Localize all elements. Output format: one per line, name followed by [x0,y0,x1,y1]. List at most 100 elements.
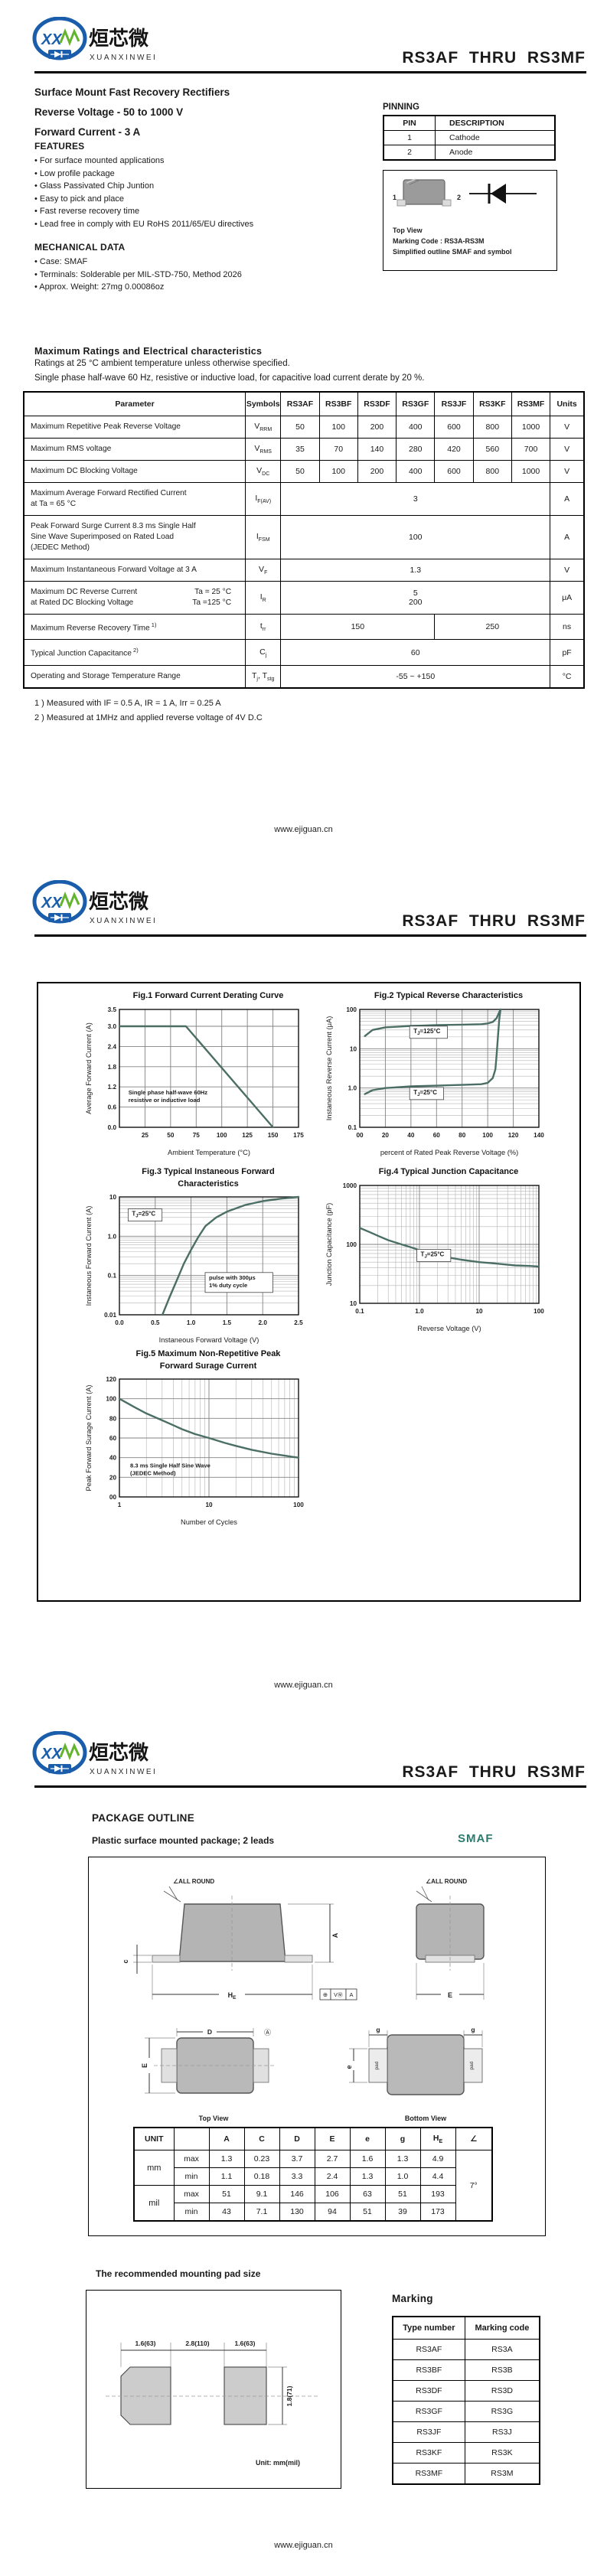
value-cell: 600 [434,460,474,483]
svg-text:resistive or inductive load: resistive or inductive load [129,1096,201,1103]
figure-junction-capacitance: Fig.4 Typical Junction Capacitance 0.1 1.0… [323,1167,553,1339]
footnotes: 1 ) Measured with IF = 0.5 A, IR = 1 A, … [23,696,586,726]
svg-text:percent of Rated Peak Reverse: percent of Rated Peak Reverse Voltage (%… [380,1149,518,1156]
minmax-cell: max [173,2150,210,2169]
column-header: RS3GF [396,391,436,416]
param-cell: Maximum Average Forward Rectified Curren… [23,482,246,516]
dim-value: 7.1 [243,2203,280,2222]
dim-value: 1.3 [208,2150,245,2169]
dim-value: 3.7 [279,2150,315,2169]
minmax-cell: min [173,2167,210,2186]
svg-text:3.0: 3.0 [108,1023,117,1030]
footer-website[interactable]: www.ejiguan.cn [274,2541,333,2550]
svg-text:0.0: 0.0 [115,1319,124,1326]
value-cell: 200 [357,416,397,439]
company-logo-icon: XX 烜芯微 XUANXINWEI [32,17,157,62]
value-cell: 100 [318,416,358,439]
pad-unit-note: Unit: mm(mil) [256,2459,300,2467]
svg-text:TJ=25°C: TJ=25°C [413,1088,437,1097]
cell: RS3MF [392,2463,465,2485]
svg-text:pulse with 300μs: pulse with 300μs [209,1274,256,1281]
all-round-label: ∠ALL ROUND [173,1878,214,1885]
column-header: RS3KF [472,391,512,416]
column-header: PIN [383,115,436,131]
cell: RS3B [464,2359,540,2381]
dim-a-label: A [331,1932,339,1938]
chart-title: Fig.1 Forward Current Derating Curve [132,991,284,1000]
outline-caption: Simplified outline SMAF and symbol [393,248,512,256]
svg-text:40: 40 [109,1455,117,1462]
value-cell: 150 [280,613,436,641]
value-cell: 5 200 [280,581,551,615]
logo-english-name: XUANXINWEI [90,54,157,62]
table-row: Maximum DC Blocking Voltage VDC 50 100 200 40… [23,460,585,483]
dim-e-cap-label: E [448,1991,452,1999]
column-header: Type number [392,2316,465,2340]
symbol-cell: VRMS [245,438,282,461]
datum-a-label: Ⓐ [264,2029,271,2036]
header-rule [34,1785,586,1788]
dim-e-cap-label: E [141,2063,148,2068]
outline-marking-code: Marking Code : RS3A-RS3M [393,237,485,245]
svg-text:Instaneous Forward Current (A): Instaneous Forward Current (A) [85,1206,93,1306]
table-row: Peak Forward Surge Current 8.3 ms Single… [23,515,585,559]
svg-text:1: 1 [118,1502,122,1508]
pad-label: pad [374,2061,380,2069]
table-row: Maximum Average Forward Rectified Curren… [23,482,585,516]
value-cell: -55 ~ +150 [280,664,551,689]
cell: 2 [383,145,436,161]
marking-title: Marking [392,2293,433,2304]
svg-text:1.0: 1.0 [108,1233,117,1240]
svg-text:0.01: 0.01 [104,1312,116,1319]
svg-text:TJ=25°C: TJ=25°C [132,1211,155,1219]
pin2-label: 2 [457,194,461,201]
footer-website[interactable]: www.ejiguan.cn [274,1681,333,1690]
dim-value: 193 [419,2185,456,2204]
table-row: Operating and Storage Temperature Range T… [23,664,585,689]
svg-text:140: 140 [534,1132,544,1139]
package-outline-title: PACKAGE OUTLINE [92,1812,195,1824]
symbol-cell: Cj [245,639,282,666]
cell: RS3G [464,2401,540,2422]
dim-value: 43 [208,2203,245,2222]
page1-header: XX 烜芯微 XUANXINWEI RS3AF THRU RS3MF [0,17,607,73]
logo-english-name: XUANXINWEI [90,1768,157,1776]
column-header: E [314,2127,351,2151]
svg-text:20: 20 [382,1132,390,1139]
package-side-view-drawing: ∠ALL ROUND A c HE ⊕ VⓂ A [122,1878,357,2000]
svg-text:3.5: 3.5 [108,1006,117,1013]
pinning-table: PIN DESCRIPTION 1 Cathode 2 Anode [383,115,556,161]
mounting-pad-drawing: 1.6(63) 2.8(110) 1.6(63) 1.8(71) Unit: m… [106,2340,320,2467]
ratings-table: Parameter Symbols RS3AF RS3BF RS3DF RS3GF RS3J… [23,391,585,689]
table-row: Maximum Reverse Recovery Time 1) trr 150 25… [23,613,585,641]
footer-website[interactable]: www.ejiguan.cn [274,825,333,834]
column-header: UNIT [133,2127,175,2151]
features-list: • For surface mounted applications • Low … [34,155,371,230]
pad-dim-left: 1.6(63) [135,2340,156,2347]
mounting-pad-title: The recommended mounting pad size [96,2268,261,2279]
svg-text:10: 10 [350,1300,357,1307]
table-row: Maximum DC Reverse Current Ta = 25 °C at R… [23,581,585,615]
value-cell: 700 [511,438,551,461]
svg-text:100: 100 [106,1396,116,1403]
column-header: C [243,2127,280,2151]
value-cell: 50 [280,416,320,439]
column-header: Units [550,391,585,416]
svg-text:75: 75 [193,1132,201,1139]
svg-text:2.5: 2.5 [294,1319,303,1326]
all-round-label: ∠ALL ROUND [426,1878,467,1885]
value-cell: 1.3 [280,559,551,582]
package-outline-box: ∠ALL ROUND A c HE ⊕ VⓂ A [88,1857,546,2236]
value-cell: 100 [280,515,551,559]
svg-text:100: 100 [346,1241,357,1248]
svg-text:100: 100 [293,1502,304,1508]
unit-cell: V [550,559,585,582]
dim-value: 3.3 [279,2167,315,2186]
package-top-view-drawing: D Ⓐ E Top View [141,2028,276,2122]
svg-text:25: 25 [142,1132,149,1139]
svg-text:100: 100 [346,1006,357,1013]
table-row: Maximum RMS voltage VRMS 35 70 140 280 420 560 7… [23,438,585,461]
value-cell: 400 [396,416,436,439]
